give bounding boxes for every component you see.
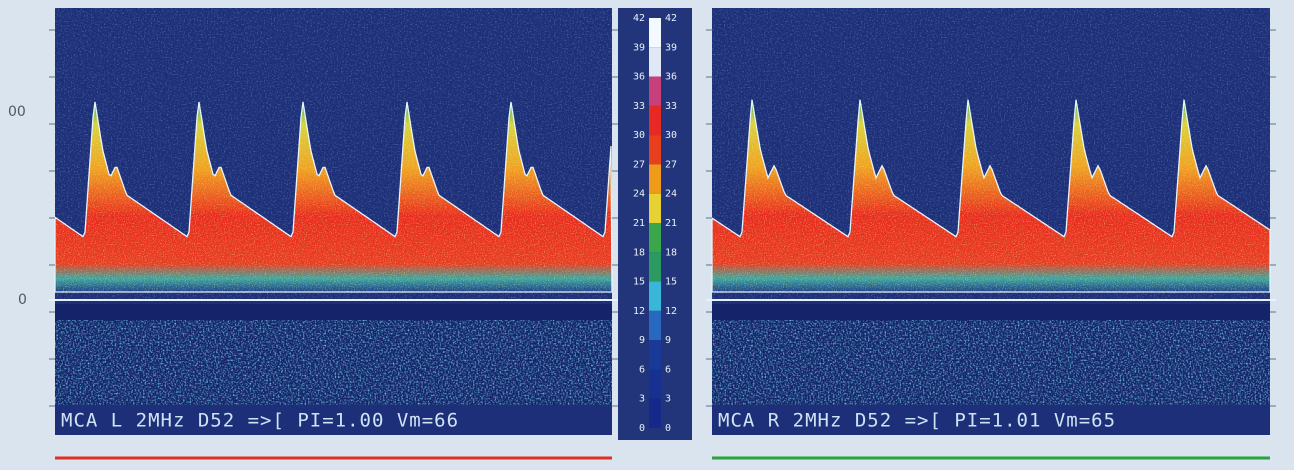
scale-label: 21: [633, 218, 645, 229]
scale-label: 42: [665, 13, 677, 24]
scale-label: 3: [665, 394, 671, 405]
scale-label: 3: [639, 394, 645, 405]
scale-label: 39: [665, 42, 677, 53]
scale-label: 6: [665, 364, 671, 375]
scale-label: 6: [639, 364, 645, 375]
scale-label: 21: [665, 218, 677, 229]
caption: MCA R 2MHz D52 =>[ PI=1.01 Vm=65: [718, 410, 1116, 432]
below-speckle: [712, 320, 1270, 410]
scale-label: 12: [633, 306, 645, 317]
scale-label: 24: [665, 189, 677, 200]
scale-label: 0: [665, 423, 671, 434]
caption-bg: [55, 405, 612, 435]
color-block: [649, 398, 661, 428]
below-speckle: [55, 320, 612, 410]
scale-label: 9: [665, 335, 671, 346]
scale-label: 36: [633, 72, 645, 83]
scale-label: 18: [633, 247, 645, 258]
spectrum-panel: MCA R 2MHz D52 =>[ PI=1.01 Vm=65: [706, 8, 1276, 460]
scale-label: 30: [665, 130, 677, 141]
color-block: [649, 105, 661, 136]
scale-label: 27: [633, 159, 645, 170]
spectrum-panel: MCA L 2MHz D52 =>[ PI=1.00 Vm=66: [49, 8, 618, 460]
color-block: [649, 369, 661, 399]
axis-label: 00: [8, 104, 26, 120]
scale-label: 39: [633, 42, 645, 53]
color-block: [649, 193, 661, 223]
color-block: [649, 47, 661, 77]
scale-label: 24: [633, 189, 645, 200]
caption-bg: [712, 405, 1270, 435]
scale-label: 33: [633, 101, 645, 112]
scale-label: 42: [633, 13, 645, 24]
caption: MCA L 2MHz D52 =>[ PI=1.00 Vm=66: [61, 410, 459, 432]
scale-label: 12: [665, 306, 677, 317]
color-block: [649, 252, 661, 282]
scale-label: 18: [665, 247, 677, 258]
axis-label: 0: [18, 292, 27, 308]
color-block: [649, 223, 661, 253]
scale-label: 27: [665, 159, 677, 170]
scale-label: 36: [665, 72, 677, 83]
color-block: [649, 310, 661, 341]
color-block: [649, 281, 661, 311]
color-block: [649, 135, 661, 165]
scale-label: 33: [665, 101, 677, 112]
scale-label: 9: [639, 335, 645, 346]
color-block: [649, 18, 661, 48]
scale-label: 0: [639, 423, 645, 434]
scale-label: 15: [665, 277, 677, 288]
color-block: [649, 76, 661, 106]
color-block: [649, 340, 661, 370]
color-block: [649, 164, 661, 194]
scale-label: 30: [633, 130, 645, 141]
scale-label: 15: [633, 277, 645, 288]
